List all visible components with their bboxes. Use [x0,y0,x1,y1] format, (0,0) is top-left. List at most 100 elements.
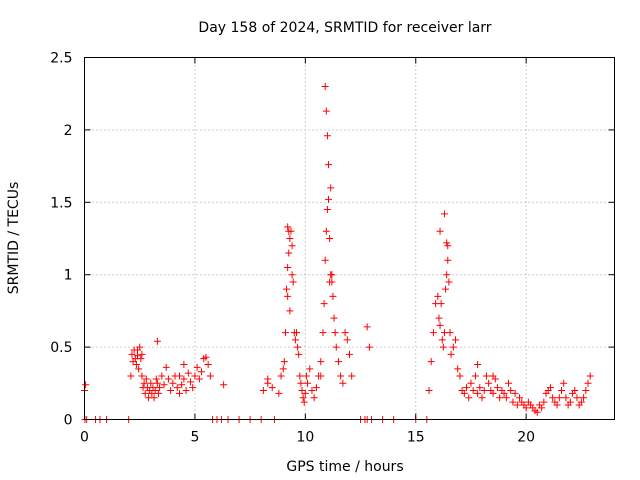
data-point [326,278,334,286]
data-point [134,346,141,354]
data-point [452,336,459,344]
data-point [152,375,160,383]
data-point [337,372,345,380]
data-point [480,387,488,395]
data-point [301,389,309,397]
data-point [502,394,510,402]
data-point [264,375,272,383]
data-point [476,384,484,392]
x-tick-label: 10 [296,430,314,446]
data-point [289,278,297,286]
data-point [454,365,462,373]
data-point [137,355,145,363]
y-axis-label: SRMTID / TECUs [6,182,22,295]
data-point [460,389,468,397]
data-point [365,343,373,351]
y-tick-label: 1 [64,268,73,284]
data-point [507,387,515,395]
data-point [445,278,453,286]
data-point [132,360,140,368]
data-point [339,379,347,387]
data-point [443,239,451,247]
data-point [442,285,450,293]
data-point [286,235,294,242]
data-point [485,379,493,387]
data-point [299,394,307,402]
data-point [577,398,585,406]
data-point [128,350,136,358]
data-point [175,389,183,397]
data-point [148,389,156,397]
data-point [434,292,442,300]
data-point [302,372,310,380]
data-point [343,336,351,344]
data-point [317,358,325,366]
data-point [173,384,181,392]
data-point [175,372,183,380]
data-point [573,394,581,402]
data-point [443,271,451,279]
data-point [259,387,267,395]
data-point [516,394,524,402]
data-point [317,372,325,380]
data-point [193,363,201,371]
x-axis-ticks: 0 5 10 15 20 [80,57,535,446]
data-point [296,372,304,380]
data-point [582,387,590,395]
data-point [560,379,568,387]
data-point [571,387,579,395]
y-tick-label: 2 [64,123,73,139]
data-point [332,343,340,351]
data-point [288,242,296,250]
data-point [306,365,314,373]
data-point [553,401,561,409]
data-point [482,372,490,380]
data-point [427,358,435,366]
data-point [279,365,287,373]
data-point [320,300,328,308]
data-point [489,389,497,397]
data-point [341,329,349,337]
data-point [586,372,594,380]
data-point [580,394,588,402]
data-point [327,184,335,192]
data-point [440,210,448,218]
data-point [275,389,283,397]
data-point [304,379,312,387]
data-point [297,379,305,387]
data-point [447,350,455,358]
data-point [169,379,177,387]
data-point [162,363,170,371]
data-point [334,358,342,366]
data-point [283,285,291,293]
data-point [286,307,294,315]
data-point [138,350,146,358]
data-point [436,227,444,235]
y-tick-label: 2.5 [50,51,72,67]
data-point [220,381,228,389]
data-point [465,394,473,402]
data-point [202,353,210,361]
x-tick-label: 5 [190,430,199,446]
data-point [348,372,356,380]
data-point [549,394,557,402]
data-point [298,387,306,395]
data-point [330,314,338,322]
data-point [281,329,289,337]
data-point [323,132,331,140]
data-point [288,271,296,279]
data-point [474,389,482,397]
chart-title: Day 158 of 2024, SRMTID for receiver lar… [198,20,491,36]
data-point [280,358,288,366]
data-point [496,394,504,402]
data-point [326,235,334,242]
data-point [437,300,445,308]
data-point [469,387,477,395]
data-point [189,384,197,392]
data-point [363,323,371,331]
data-point [285,249,293,257]
data-point [293,329,300,337]
data-point [156,384,164,392]
